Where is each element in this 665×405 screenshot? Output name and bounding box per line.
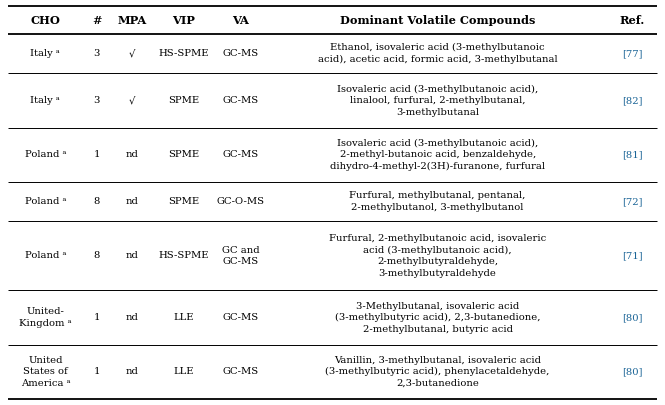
Text: Vanillin, 3-methylbutanal, isovaleric acid
(3-methylbutyric acid), phenylacetald: Vanillin, 3-methylbutanal, isovaleric ac… [325,356,550,388]
Text: Ref.: Ref. [619,15,644,26]
Text: Isovaleric acid (3-methylbutanoic acid),
linalool, furfural, 2-methylbutanal,
3-: Isovaleric acid (3-methylbutanoic acid),… [337,85,538,117]
Text: [80]: [80] [622,367,642,376]
Text: GC-MS: GC-MS [223,96,259,105]
Text: nd: nd [126,367,139,376]
Text: GC-O-MS: GC-O-MS [217,197,265,206]
Text: √: √ [129,96,136,105]
Text: GC-MS: GC-MS [223,367,259,376]
Text: nd: nd [126,313,139,322]
Text: HS-SPME: HS-SPME [158,252,209,260]
Text: Furfural, methylbutanal, pentanal,
2-methylbutanol, 3-methylbutanol: Furfural, methylbutanal, pentanal, 2-met… [349,192,526,212]
Text: 3: 3 [94,49,100,58]
Text: 8: 8 [94,252,100,260]
Text: HS-SPME: HS-SPME [158,49,209,58]
Text: Isovaleric acid (3-methylbutanoic acid),
2-methyl-butanoic acid, benzaldehyde,
d: Isovaleric acid (3-methylbutanoic acid),… [330,139,545,171]
Text: GC and
GC-MS: GC and GC-MS [222,246,259,266]
Text: #: # [92,15,102,26]
Text: SPME: SPME [168,96,199,105]
Text: Italy ᵃ: Italy ᵃ [31,96,61,105]
Text: [71]: [71] [622,252,642,260]
Text: LLE: LLE [173,367,194,376]
Text: nd: nd [126,252,139,260]
Text: Dominant Volatile Compounds: Dominant Volatile Compounds [340,15,535,26]
Text: [72]: [72] [622,197,642,206]
Text: [81]: [81] [622,150,642,159]
Text: GC-MS: GC-MS [223,49,259,58]
Text: Poland ᵃ: Poland ᵃ [25,252,66,260]
Text: GC-MS: GC-MS [223,150,259,159]
Text: nd: nd [126,150,139,159]
Text: √: √ [129,49,136,58]
Text: nd: nd [126,197,139,206]
Text: LLE: LLE [173,313,194,322]
Text: 1: 1 [94,313,100,322]
Text: 3: 3 [94,96,100,105]
Text: Poland ᵃ: Poland ᵃ [25,150,66,159]
Text: Furfural, 2-methylbutanoic acid, isovaleric
acid (3-methylbutanoic acid),
2-meth: Furfural, 2-methylbutanoic acid, isovale… [329,234,546,278]
Text: VIP: VIP [172,15,195,26]
Text: 1: 1 [94,150,100,159]
Text: [80]: [80] [622,313,642,322]
Text: 3-Methylbutanal, isovaleric acid
(3-methylbutyric acid), 2,3-butanedione,
2-meth: 3-Methylbutanal, isovaleric acid (3-meth… [335,302,541,334]
Text: MPA: MPA [118,15,147,26]
Text: [82]: [82] [622,96,642,105]
Text: Ethanol, isovaleric acid (3-methylbutanoic
acid), acetic acid, formic acid, 3-me: Ethanol, isovaleric acid (3-methylbutano… [318,43,557,64]
Text: SPME: SPME [168,150,199,159]
Text: 1: 1 [94,367,100,376]
Text: SPME: SPME [168,197,199,206]
Text: United
States of
America ᵃ: United States of America ᵃ [21,356,70,388]
Text: VA: VA [232,15,249,26]
Text: 8: 8 [94,197,100,206]
Text: CHO: CHO [31,15,61,26]
Text: [77]: [77] [622,49,642,58]
Text: Italy ᵃ: Italy ᵃ [31,49,61,58]
Text: GC-MS: GC-MS [223,313,259,322]
Text: United-
Kingdom ᵃ: United- Kingdom ᵃ [19,307,72,328]
Text: Poland ᵃ: Poland ᵃ [25,197,66,206]
